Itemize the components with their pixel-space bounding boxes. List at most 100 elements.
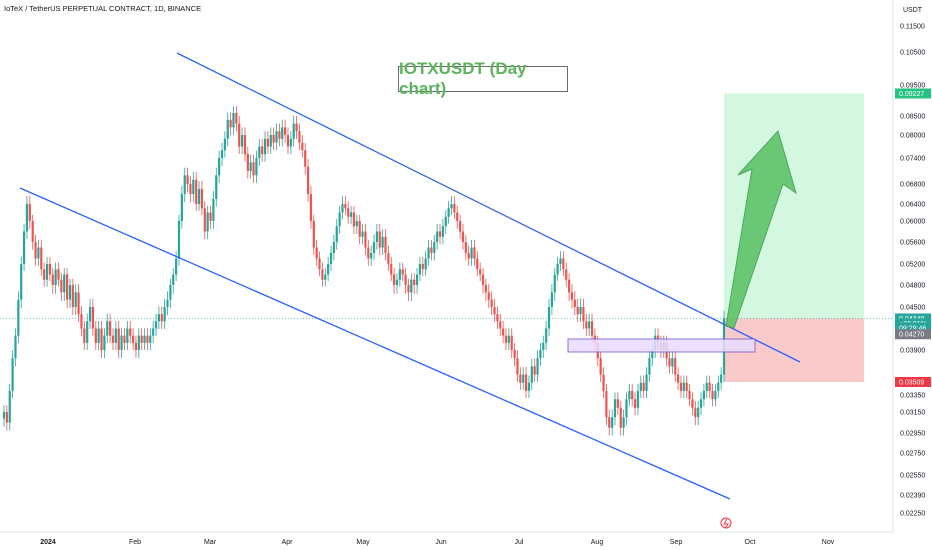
candle-body: [711, 390, 714, 400]
time-axis-tick: Sep: [670, 539, 683, 546]
candle-body: [421, 264, 424, 270]
candle-body: [37, 247, 40, 259]
candle-body: [286, 135, 290, 147]
candle-body: [258, 146, 261, 158]
candle-body: [134, 342, 138, 350]
time-axis-tick: Mar: [204, 539, 217, 546]
price-axis-tick: 0.02390: [900, 493, 925, 500]
time-axis-tick: May: [356, 539, 370, 546]
candle-body: [200, 189, 204, 209]
candle-body: [11, 358, 14, 391]
candle-body: [651, 350, 654, 359]
candle-body: [106, 321, 109, 336]
candle-body: [599, 358, 602, 375]
candle-body: [424, 258, 427, 270]
lightning-icon: [723, 518, 729, 529]
candle-body: [301, 142, 304, 151]
candle-body: [57, 269, 60, 280]
candle-body: [332, 242, 335, 253]
candle-body: [206, 212, 209, 232]
candle-body: [169, 285, 172, 300]
candle-body: [559, 258, 562, 264]
candle-body: [668, 358, 671, 367]
candle-body: [447, 208, 450, 217]
candle-body: [619, 407, 622, 428]
candle-body: [533, 366, 536, 375]
candle-body: [143, 335, 146, 343]
candle-body: [481, 274, 485, 285]
candle-body: [545, 328, 548, 343]
candle-body: [5, 412, 8, 423]
candle-body: [14, 335, 17, 359]
channel-lower-line: [19, 187, 731, 500]
candle-body: [375, 231, 379, 242]
time-axis-tick: Jul: [515, 539, 524, 546]
candle-body: [519, 374, 522, 383]
candle-body: [223, 138, 226, 151]
candle-body: [338, 212, 341, 227]
candle-body: [590, 321, 594, 336]
candle-body: [109, 321, 112, 336]
candle-body: [516, 358, 519, 375]
candle-body: [45, 264, 49, 280]
candle-body: [22, 231, 26, 264]
candle-body: [628, 390, 631, 400]
candle-body: [674, 358, 677, 375]
candle-body: [60, 279, 63, 293]
chart-annotation-title: IOTXUSDT (Day chart): [398, 59, 568, 98]
candle-body: [306, 166, 310, 194]
candle-body: [246, 154, 249, 171]
price-axis-tick: 0.10500: [900, 50, 925, 57]
candle-body: [189, 184, 192, 194]
candle-body: [694, 407, 697, 418]
candle-body: [80, 314, 83, 329]
candle-body: [292, 123, 295, 139]
price-axis-tick: 0.05600: [900, 240, 925, 247]
candle-body: [166, 299, 169, 307]
candle-body: [381, 236, 384, 248]
candle-body: [367, 247, 370, 259]
candle-body: [407, 285, 410, 293]
candle-body: [461, 231, 465, 242]
candle-body: [131, 335, 135, 343]
price-label-bg: [895, 313, 931, 324]
candle-body: [613, 399, 617, 418]
candle-body: [349, 212, 353, 217]
candle-body: [140, 335, 143, 343]
candle-body: [321, 269, 324, 280]
candle-body: [243, 135, 247, 155]
candle-body: [685, 382, 688, 391]
candle-body: [269, 135, 272, 147]
candle-body: [120, 335, 123, 350]
candle-body: [275, 131, 278, 143]
candle-body: [484, 285, 488, 293]
candle-body: [490, 299, 493, 307]
candle-body: [510, 335, 513, 350]
candle-body: [77, 292, 80, 315]
candle-body: [117, 328, 120, 350]
candle-body: [504, 335, 508, 343]
time-axis-tick: Oct: [745, 539, 756, 546]
candle-body: [433, 242, 436, 253]
candle-body: [327, 264, 330, 275]
candle-body: [74, 292, 77, 307]
candle-body: [479, 269, 482, 275]
candle-body: [86, 321, 89, 343]
candle-body: [611, 417, 614, 428]
candle-body: [183, 175, 186, 194]
candle-body: [312, 221, 315, 248]
price-axis-tick: 0.07400: [900, 156, 925, 163]
candle-body: [83, 328, 86, 343]
candle-body: [318, 258, 321, 270]
candle-body: [261, 146, 264, 155]
candle-body: [48, 264, 51, 275]
candle-body: [547, 307, 551, 329]
candle-body: [553, 274, 556, 293]
candle-body: [335, 226, 338, 242]
candle-body: [720, 374, 723, 383]
candle-body: [180, 194, 183, 221]
price-axis-tick: 0.06800: [900, 182, 925, 189]
candle-body: [284, 127, 287, 135]
candle-body: [252, 162, 255, 176]
